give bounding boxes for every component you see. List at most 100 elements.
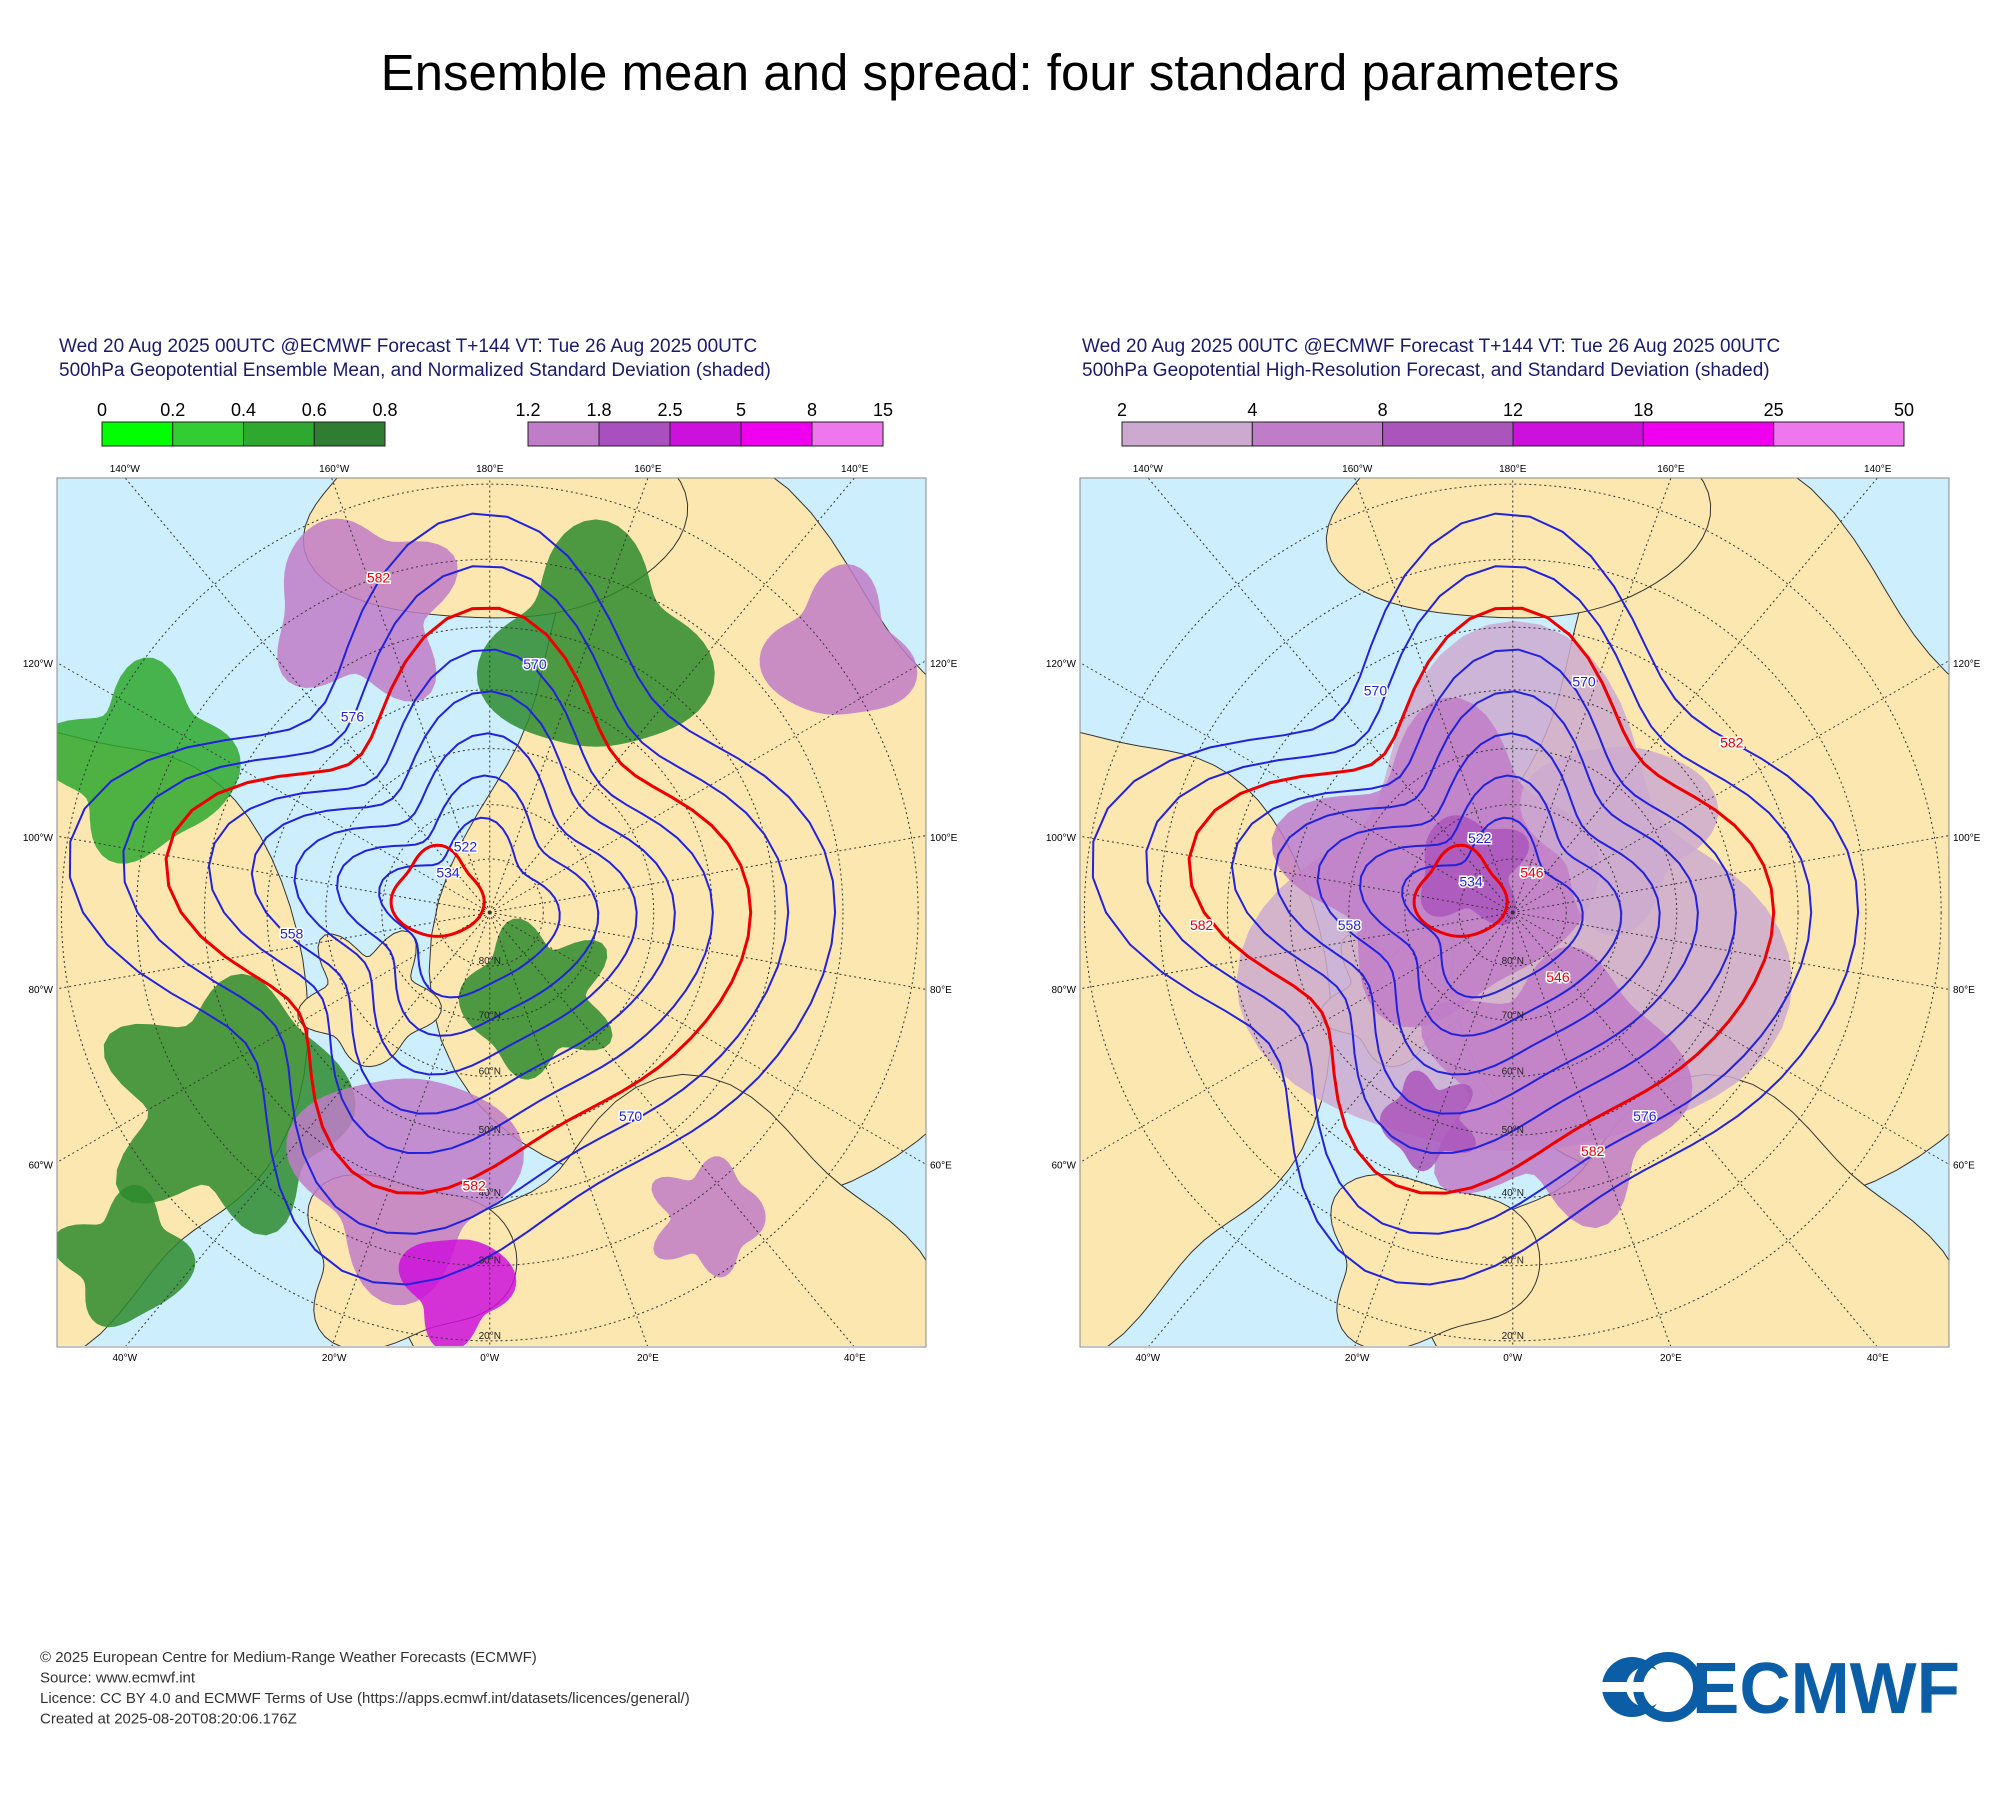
colorbar-swatch	[243, 421, 315, 447]
shading	[651, 1156, 766, 1278]
latitude-label: 80°N	[1502, 956, 1524, 967]
contour-label: 570	[619, 1108, 643, 1124]
latitude-circle	[1083, 483, 1942, 1342]
contour	[1359, 774, 1623, 1037]
longitude-label: 40°W	[113, 1353, 138, 1364]
longitude-label: 20°W	[322, 1353, 347, 1364]
colorbar-tick-label: 18	[1633, 400, 1653, 420]
longitude-label: 80°W	[1051, 985, 1076, 996]
latitude-circle	[325, 748, 655, 1077]
colorbar-swatch	[1121, 421, 1253, 447]
colorbar-swatch	[172, 421, 244, 447]
panel-header: Wed 20 Aug 2025 00UTC @ECMWF Forecast T+…	[1082, 336, 1780, 357]
colorbar-swatch	[313, 421, 386, 447]
contour	[336, 774, 600, 1037]
panel-header: 500hPa Geopotential High-Resolution Fore…	[1082, 360, 1770, 381]
latitude-label: 40°N	[1502, 1188, 1524, 1199]
longitude-label: 160°W	[1342, 464, 1373, 475]
latitude-circle	[435, 858, 544, 967]
footer-line: Licence: CC BY 4.0 and ECMWF Terms of Us…	[40, 1690, 690, 1707]
colorbar-swatch	[1512, 421, 1644, 447]
colorbar-tick-label: 8	[807, 400, 817, 420]
contour-label: 546	[1520, 865, 1544, 881]
contour	[1401, 816, 1584, 999]
contour-label: 534	[436, 865, 460, 881]
longitude-label: 100°W	[1046, 833, 1077, 844]
colorbar-swatch	[811, 421, 884, 447]
colorbar-tick-label: 2	[1117, 400, 1127, 420]
longitude-label: 180°E	[1499, 464, 1527, 475]
colorbar-tick-label: 8	[1378, 400, 1388, 420]
longitude-label: 0°W	[1503, 1353, 1523, 1364]
colorbar-swatch	[1642, 421, 1775, 447]
shading	[458, 918, 613, 1080]
contour	[250, 690, 676, 1115]
longitude-label: 20°W	[1345, 1353, 1370, 1364]
colorbar-swatch	[527, 421, 600, 447]
longitude-label: 40°W	[1136, 1353, 1161, 1364]
colorbar-tick-label: 1.2	[515, 400, 540, 420]
longitude-label: 100°E	[1953, 833, 1981, 844]
contour	[293, 732, 638, 1076]
contour-label: 570	[1364, 682, 1388, 698]
contour-label: 582	[1581, 1143, 1605, 1159]
latitude-circle	[60, 483, 919, 1342]
longitude-label: 120°E	[930, 659, 958, 670]
shading	[277, 518, 458, 702]
map: 20°N 30°N 40°N 50°N 60°N 70°N 80°N 582 570 576 558…	[57, 478, 926, 1346]
latitude-label: 80°N	[479, 956, 501, 967]
longitude-label: 180°E	[476, 464, 504, 475]
longitude-label: 40°E	[844, 1353, 866, 1364]
panel: Wed 20 Aug 2025 00UTC @ECMWF Forecast T+…	[23, 336, 958, 1364]
contour-label: 534	[1459, 873, 1483, 889]
longitude-label: 120°W	[1046, 659, 1077, 670]
latitude-circle	[1458, 858, 1567, 967]
colorbar-tick-label: 25	[1764, 400, 1784, 420]
contour	[1316, 732, 1661, 1076]
contour	[1412, 843, 1509, 938]
colorbar-tick-label: 0.8	[372, 400, 397, 420]
longitude-label: 60°E	[930, 1161, 952, 1172]
latitude-label: 30°N	[479, 1256, 501, 1267]
contour	[1091, 512, 1860, 1286]
contour-label: 570	[1572, 674, 1596, 690]
map: 20°N 30°N 40°N 50°N 60°N 70°N 80°N 570 570 582 522…	[1080, 478, 1949, 1346]
colorbar-swatch	[598, 421, 671, 447]
longitude-label: 80°W	[28, 985, 53, 996]
colorbar-tick-label: 5	[736, 400, 746, 420]
colorbar-tick-label: 2.5	[657, 400, 682, 420]
colorbar-tick-label: 12	[1503, 400, 1523, 420]
latitude-label: 50°N	[1502, 1125, 1524, 1136]
longitude-label: 140°E	[841, 464, 869, 475]
longitude-label: 80°E	[930, 985, 952, 996]
longitude-label: 60°W	[1051, 1161, 1076, 1172]
contour	[378, 816, 561, 999]
latitude-label: 60°N	[1502, 1066, 1524, 1077]
longitude-label: 40°E	[1867, 1353, 1889, 1364]
latitude-label: 30°N	[1502, 1256, 1524, 1267]
shading	[759, 564, 918, 715]
longitude-label: 80°E	[1953, 985, 1975, 996]
panel-header: Wed 20 Aug 2025 00UTC @ECMWF Forecast T+…	[59, 336, 757, 357]
longitude-label: 160°W	[319, 464, 350, 475]
latitude-circle	[1226, 626, 1799, 1199]
contour-label: 576	[341, 708, 365, 724]
contour-label: 522	[454, 839, 478, 855]
contour-label: 582	[462, 1178, 486, 1194]
longitude-label: 20°E	[1660, 1353, 1682, 1364]
map-frame	[1079, 477, 1950, 1348]
longitude-label: 60°W	[28, 1161, 53, 1172]
contour-label: 576	[1633, 1108, 1657, 1124]
colorbar-swatch	[740, 421, 813, 447]
colorbar-tick-label: 4	[1247, 400, 1257, 420]
logo-text: ECMWF	[1692, 1649, 1960, 1729]
main-title: Ensemble mean and spread: four standard …	[381, 44, 1620, 101]
colorbar-swatch	[101, 421, 174, 447]
longitude-label: 160°E	[1657, 464, 1685, 475]
colorbar-tick-label: 50	[1894, 400, 1914, 420]
latitude-label: 50°N	[479, 1125, 501, 1136]
contour	[1230, 648, 1737, 1155]
logo-icon-bar	[1602, 1682, 1672, 1692]
